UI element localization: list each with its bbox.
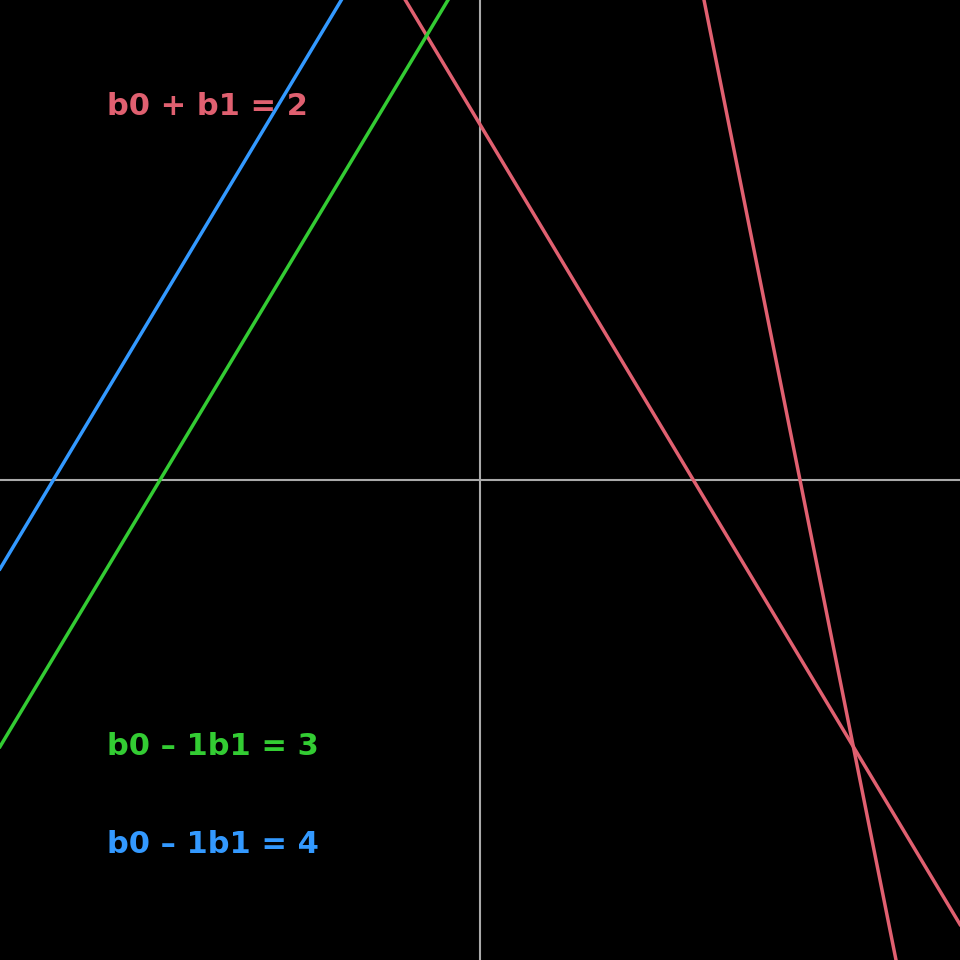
Text: b0 – 1b1 = 4: b0 – 1b1 = 4 [107,830,319,859]
Text: b0 – 1b1 = 3: b0 – 1b1 = 3 [107,732,319,761]
Text: b0 + b1 = 2: b0 + b1 = 2 [107,92,307,121]
